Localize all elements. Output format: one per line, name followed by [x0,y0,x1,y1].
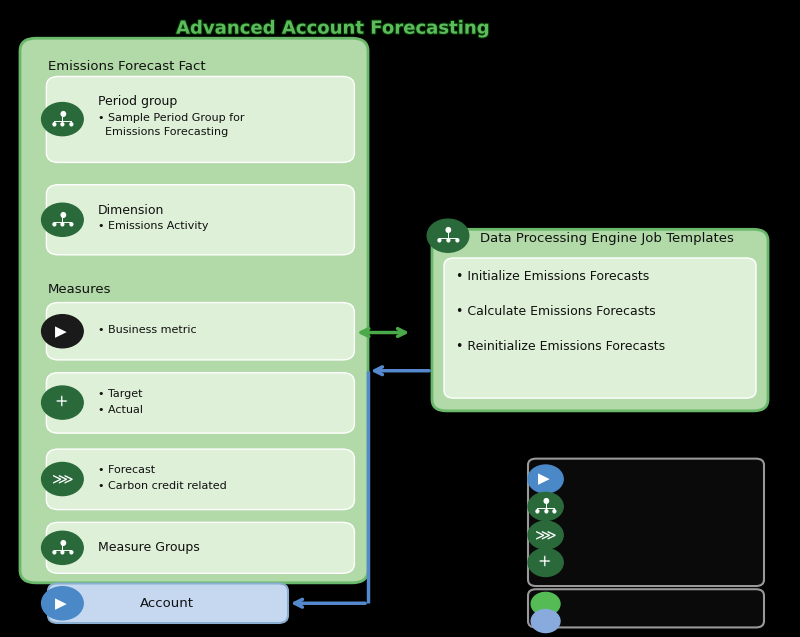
Text: ●: ● [60,550,65,555]
FancyBboxPatch shape [46,373,354,433]
Text: • Reinitialize Emissions Forecasts: • Reinitialize Emissions Forecasts [456,340,665,353]
Text: • Actual: • Actual [98,404,142,415]
Text: ●: ● [69,222,74,227]
Text: ▶: ▶ [55,596,66,611]
Circle shape [42,103,83,136]
FancyBboxPatch shape [432,229,768,411]
Text: ●: ● [51,550,56,555]
Text: ⋙: ⋙ [534,527,557,543]
Text: ✕: ✕ [54,392,71,410]
Text: ●: ● [437,238,442,243]
Circle shape [42,203,83,236]
Text: ●: ● [552,508,557,513]
FancyBboxPatch shape [528,589,764,627]
Circle shape [531,610,560,633]
Text: ✕: ✕ [537,552,554,569]
Text: • Sample Period Group for: • Sample Period Group for [98,113,244,123]
Circle shape [528,465,563,493]
Circle shape [531,592,560,615]
Text: • Business metric: • Business metric [98,325,196,335]
Text: Measures: Measures [48,283,111,296]
Text: • Initialize Emissions Forecasts: • Initialize Emissions Forecasts [456,270,650,283]
Text: Data Processing Engine Job Templates: Data Processing Engine Job Templates [480,233,734,245]
Text: Dimension: Dimension [98,204,164,217]
Text: ⋙: ⋙ [51,471,74,487]
Text: Advanced Account Forecasting: Advanced Account Forecasting [176,20,487,38]
Text: • Carbon credit related: • Carbon credit related [98,481,226,491]
Circle shape [427,219,469,252]
FancyBboxPatch shape [46,522,354,573]
Text: Emissions Forecasting: Emissions Forecasting [98,127,228,137]
Circle shape [42,587,83,620]
Text: ●: ● [446,238,450,243]
Text: • Calculate Emissions Forecasts: • Calculate Emissions Forecasts [456,305,656,318]
Text: ●: ● [51,222,56,227]
Text: ●: ● [59,210,66,218]
Text: ●: ● [454,238,459,243]
Text: Account: Account [140,597,194,610]
Circle shape [42,315,83,348]
Text: Emissions Forecast Fact: Emissions Forecast Fact [48,61,206,73]
FancyBboxPatch shape [20,38,368,583]
Circle shape [42,531,83,564]
FancyBboxPatch shape [528,459,764,586]
Text: ▶: ▶ [538,471,550,487]
Text: ●: ● [445,225,451,234]
Text: • Emissions Activity: • Emissions Activity [98,221,208,231]
FancyBboxPatch shape [46,185,354,255]
FancyBboxPatch shape [48,583,288,623]
Text: Measure Groups: Measure Groups [98,541,199,554]
Circle shape [42,386,83,419]
Text: ●: ● [59,109,66,118]
Circle shape [528,521,563,549]
FancyBboxPatch shape [46,76,354,162]
Text: ●: ● [60,121,65,126]
Text: Period group: Period group [98,96,177,108]
FancyBboxPatch shape [46,303,354,360]
Text: • Target: • Target [98,389,142,399]
FancyBboxPatch shape [444,258,756,398]
Text: ●: ● [69,550,74,555]
Circle shape [528,548,563,576]
Text: ●: ● [51,121,56,126]
Circle shape [528,492,563,520]
Text: ●: ● [60,222,65,227]
Text: ●: ● [59,538,66,547]
Circle shape [42,462,83,496]
FancyBboxPatch shape [46,449,354,510]
Text: ▶: ▶ [55,324,66,339]
Text: • Forecast: • Forecast [98,465,154,475]
Text: ●: ● [543,508,548,513]
Text: ●: ● [542,496,549,505]
Text: ●: ● [69,121,74,126]
Text: ●: ● [534,508,539,513]
